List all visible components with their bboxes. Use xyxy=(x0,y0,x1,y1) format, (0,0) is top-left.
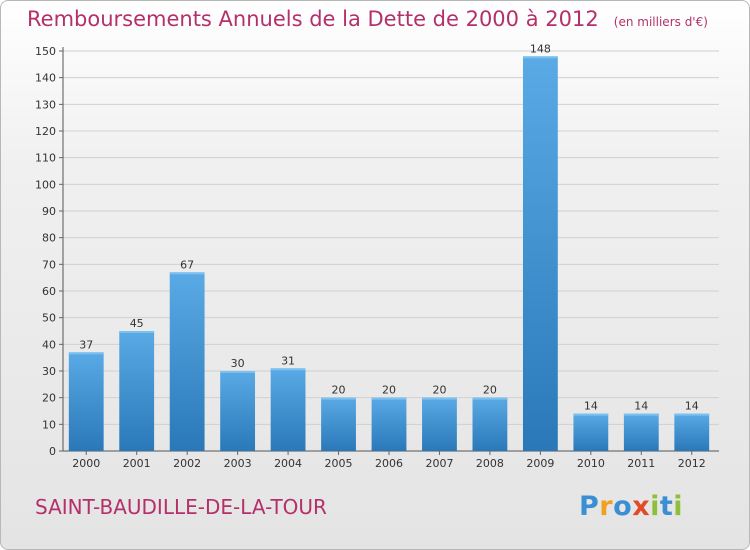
chart-unit: (en milliers d'€) xyxy=(613,15,708,29)
y-tick-label: 70 xyxy=(42,258,56,271)
y-tick-label: 10 xyxy=(42,418,56,431)
proxiti-logo: Proxiti xyxy=(579,491,683,522)
bar-2011 xyxy=(623,413,659,451)
y-tick-label: 130 xyxy=(35,98,56,111)
y-tick-label: 100 xyxy=(35,178,56,191)
y-tick-label: 50 xyxy=(42,312,56,325)
bar-top-highlight xyxy=(119,331,155,333)
logo-letter: x xyxy=(632,491,651,522)
y-tick-label: 90 xyxy=(42,205,56,218)
data-label: 20 xyxy=(332,384,346,397)
logo-letter: t xyxy=(659,491,674,522)
logo-letter: r xyxy=(599,491,614,522)
x-tick-label: 2000 xyxy=(72,457,100,470)
data-label: 14 xyxy=(685,400,699,413)
x-tick-label: 2008 xyxy=(476,457,504,470)
bar-2010 xyxy=(573,413,609,451)
data-label: 20 xyxy=(432,384,446,397)
y-tick-label: 0 xyxy=(49,445,56,458)
x-tick-label: 2007 xyxy=(425,457,453,470)
bar-top-highlight xyxy=(422,397,457,400)
x-tick-label: 2009 xyxy=(526,457,554,470)
logo-letter: i xyxy=(650,491,660,522)
bar-2005 xyxy=(321,397,356,451)
y-tick-label: 110 xyxy=(35,152,56,165)
bar-2009 xyxy=(522,56,558,451)
bar-top-highlight xyxy=(68,352,104,355)
bar-top-highlight xyxy=(674,413,710,416)
data-label: 20 xyxy=(483,384,497,397)
chart-title: Remboursements Annuels de la Dette de 20… xyxy=(27,7,708,31)
y-tick-label: 120 xyxy=(35,125,56,138)
commune-name: SAINT-BAUDILLE-DE-LA-TOUR xyxy=(35,495,327,519)
bar-2003 xyxy=(220,371,256,451)
bar-2001 xyxy=(119,331,155,451)
y-tick-label: 30 xyxy=(42,365,56,378)
data-label: 37 xyxy=(79,338,93,351)
x-tick-label: 2012 xyxy=(678,457,706,470)
y-tick-label: 80 xyxy=(42,232,56,245)
bar-2012 xyxy=(674,413,710,451)
y-tick-label: 150 xyxy=(35,45,56,58)
bar-top-highlight xyxy=(321,397,356,400)
x-tick-label: 2002 xyxy=(173,457,201,470)
bar-2006 xyxy=(371,397,407,451)
bar-top-highlight xyxy=(169,272,205,275)
y-tick-label: 140 xyxy=(35,72,56,85)
x-tick-label: 2001 xyxy=(123,457,151,470)
bar-top-highlight xyxy=(573,413,609,416)
x-tick-label: 2006 xyxy=(375,457,403,470)
bar-2000 xyxy=(68,352,104,451)
bar-top-highlight xyxy=(220,371,256,373)
bar-top-highlight xyxy=(472,397,508,400)
y-tick-label: 20 xyxy=(42,392,56,405)
bar-top-highlight xyxy=(522,56,558,59)
data-label: 67 xyxy=(180,258,194,271)
chart-title-text: Remboursements Annuels de la Dette de 20… xyxy=(27,7,599,31)
x-tick-label: 2003 xyxy=(224,457,252,470)
logo-letter: P xyxy=(579,491,600,522)
y-tick-label: 60 xyxy=(42,285,56,298)
x-tick-label: 2011 xyxy=(627,457,655,470)
logo-letter: i xyxy=(673,491,684,522)
data-label: 20 xyxy=(382,384,396,397)
data-label: 14 xyxy=(584,400,598,413)
logo-letter: o xyxy=(613,491,633,522)
bar-2008 xyxy=(472,397,508,451)
data-label: 45 xyxy=(130,317,144,330)
data-label: 14 xyxy=(634,400,648,413)
bar-top-highlight xyxy=(371,397,407,400)
data-label: 30 xyxy=(231,357,245,370)
data-label: 31 xyxy=(281,354,295,367)
bar-top-highlight xyxy=(270,368,306,371)
y-tick-label: 40 xyxy=(42,338,56,351)
x-tick-label: 2004 xyxy=(274,457,302,470)
x-tick-label: 2005 xyxy=(325,457,353,470)
x-tick-label: 2010 xyxy=(577,457,605,470)
bar-top-highlight xyxy=(623,413,659,416)
data-label: 148 xyxy=(530,42,551,55)
bar-2004 xyxy=(270,368,306,451)
bar-2007 xyxy=(422,397,457,451)
bar-2002 xyxy=(169,272,205,451)
